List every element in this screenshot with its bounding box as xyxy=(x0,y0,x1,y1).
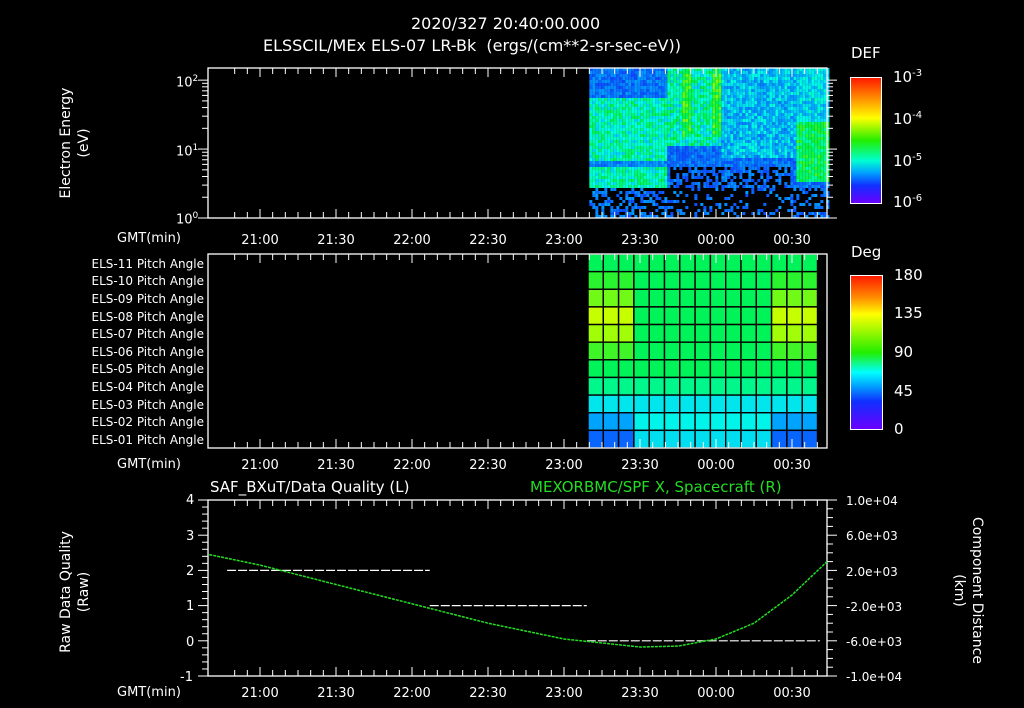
pa-row-label: ELS-08 Pitch Angle xyxy=(91,310,204,324)
deg-colorbar-title: Deg xyxy=(851,243,882,261)
time-tick: 22:00 xyxy=(393,233,431,248)
panel3-left-ylabel-line1: Raw Data Quality xyxy=(58,531,74,653)
right-ytick: 2.0e+03 xyxy=(846,565,898,579)
time-tick: 23:30 xyxy=(621,686,659,701)
deg-colorbar-label: 180 xyxy=(894,266,923,284)
pa-row-label: ELS-07 Pitch Angle xyxy=(91,327,204,341)
right-ytick: 6.0e+03 xyxy=(846,529,898,543)
time-tick: 23:00 xyxy=(545,686,583,701)
def-colorbar-label: 10-3 xyxy=(893,68,923,86)
pa-row-label: ELS-10 Pitch Angle xyxy=(91,274,204,288)
time-tick: 21:30 xyxy=(317,233,355,248)
time-tick: 21:00 xyxy=(241,686,279,701)
time-tick: 21:00 xyxy=(241,233,279,248)
pa-row-label: ELS-03 Pitch Angle xyxy=(91,398,204,412)
left-ytick: -1 xyxy=(180,670,193,685)
def-colorbar-label: 10-4 xyxy=(893,110,923,128)
time-tick: 00:00 xyxy=(697,233,735,248)
time-tick: 00:30 xyxy=(773,686,811,701)
pa-row-label: ELS-11 Pitch Angle xyxy=(91,257,204,271)
panel2-time-axis-label: GMT(min) xyxy=(117,457,181,472)
time-tick: 21:30 xyxy=(317,458,355,473)
panel1-ytick-1: 100 xyxy=(176,211,199,228)
time-tick: 22:00 xyxy=(393,686,431,701)
time-tick: 00:00 xyxy=(697,686,735,701)
deg-colorbar-label: 90 xyxy=(894,343,914,361)
left-ytick: 0 xyxy=(186,635,195,650)
pa-row-label: ELS-09 Pitch Angle xyxy=(91,292,204,306)
def-colorbar-label: 10-6 xyxy=(893,193,923,211)
right-ytick: -6.0e+03 xyxy=(846,635,903,649)
plot-subtitle: ELSSCIL/MEx ELS-07 LR-Bk (ergs/(cm**2-sr… xyxy=(263,36,681,55)
time-tick: 21:00 xyxy=(241,458,279,473)
def-colorbar-label: 10-5 xyxy=(893,152,923,170)
panel3-left-ylabel-line2: (Raw) xyxy=(76,571,92,613)
panel3-time-axis-label: GMT(min) xyxy=(117,685,181,700)
right-ytick: -1.0e+04 xyxy=(846,670,903,684)
right-ytick: -2.0e+03 xyxy=(846,600,903,614)
panel1-time-axis-label: GMT(min) xyxy=(117,231,181,246)
left-ytick: 1 xyxy=(186,599,195,614)
time-tick: 23:30 xyxy=(621,458,659,473)
def-colorbar-title: DEF xyxy=(851,44,881,62)
deg-colorbar-label: 45 xyxy=(894,382,914,400)
left-ytick: 2 xyxy=(186,564,195,579)
panel3-right-ylabel-line1: Component Distance xyxy=(969,517,985,664)
panel1-ytick-10: 101 xyxy=(176,143,199,160)
def-colorbar xyxy=(850,77,882,204)
time-tick: 00:00 xyxy=(697,458,735,473)
panel1-ytick-100: 102 xyxy=(176,74,199,91)
pa-row-label: ELS-04 Pitch Angle xyxy=(91,380,204,394)
left-ytick: 4 xyxy=(186,493,195,508)
pa-row-label: ELS-01 Pitch Angle xyxy=(91,433,204,447)
time-tick: 23:30 xyxy=(621,233,659,248)
panel3-left-title: SAF_BXuT/Data Quality (L) xyxy=(210,478,410,496)
pa-row-label: ELS-05 Pitch Angle xyxy=(91,362,204,376)
deg-colorbar xyxy=(850,275,883,430)
time-tick: 00:30 xyxy=(773,233,811,248)
panel3-right-ylabel: Component Distance (km) xyxy=(951,503,985,678)
panel3-right-title: MEXORBMC/SPF X, Spacecraft (R) xyxy=(530,478,782,496)
time-tick: 23:00 xyxy=(545,458,583,473)
time-tick: 21:30 xyxy=(317,686,355,701)
time-tick: 22:30 xyxy=(469,458,507,473)
left-ytick: 3 xyxy=(186,529,195,544)
pa-row-label: ELS-06 Pitch Angle xyxy=(91,345,204,359)
panel3-left-ylabel: Raw Data Quality (Raw) xyxy=(58,512,92,672)
deg-colorbar-label: 0 xyxy=(894,420,904,438)
time-tick: 22:00 xyxy=(393,458,431,473)
right-ytick: 1.0e+04 xyxy=(846,494,898,508)
plot-timestamp: 2020/327 20:40:00.000 xyxy=(411,14,601,33)
time-tick: 23:00 xyxy=(545,233,583,248)
time-tick: 22:30 xyxy=(469,686,507,701)
pa-row-label: ELS-02 Pitch Angle xyxy=(91,415,204,429)
deg-colorbar-label: 135 xyxy=(894,304,923,322)
panel3-right-ylabel-line2: (km) xyxy=(951,574,967,607)
time-tick: 22:30 xyxy=(469,233,507,248)
time-tick: 00:30 xyxy=(773,458,811,473)
